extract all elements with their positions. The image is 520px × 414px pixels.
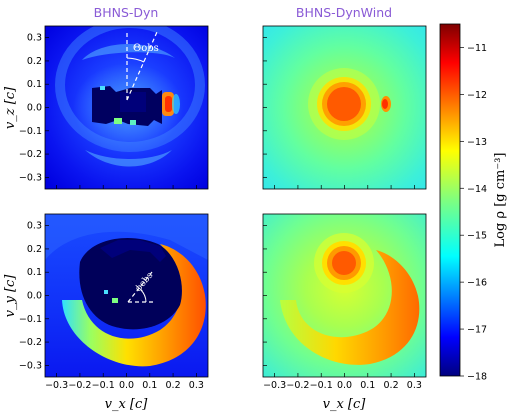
- x-tick-label: 0.1: [360, 380, 375, 391]
- colorbar-tick-label: −14: [467, 184, 487, 195]
- panel-dynwind-xz: [263, 26, 426, 189]
- ylabel-top: v_z [c]: [3, 86, 18, 129]
- x-tick-label: −0.1: [310, 380, 333, 391]
- y-tick-label: 0.2: [27, 56, 42, 67]
- colorbar-tick-label: −15: [467, 231, 487, 242]
- colorbar-tick-label: −12: [467, 90, 487, 101]
- x-tick-label: 0.3: [407, 380, 422, 391]
- title-dynwind: BHNS-DynWind: [296, 5, 392, 20]
- x-tick-label: 0.2: [384, 380, 399, 391]
- y-tick-label: −0.1: [19, 126, 42, 137]
- xlabel-right: v_x [c]: [323, 397, 367, 412]
- x-tick-label: −0.3: [45, 380, 68, 391]
- y-tick-label: −0.3: [19, 172, 42, 183]
- colorbar-ticks: −11 −12 −13 −14 −15 −16 −17 −18: [460, 43, 487, 383]
- y-tick-label: −0.2: [19, 337, 42, 348]
- x-tick-label: −0.2: [286, 380, 309, 391]
- y-tick-label: 0.2: [27, 244, 42, 255]
- colorbar-tick-label: −11: [467, 43, 487, 54]
- x-tick-label: 0.3: [189, 380, 204, 391]
- x-tick-label: 0.0: [119, 380, 134, 391]
- y-tick-label: 0.0: [27, 103, 42, 114]
- axis-ticks: −0.3−0.2−0.10.00.10.20.3−0.3−0.3−0.2−0.2…: [19, 33, 422, 391]
- y-tick-label: 0.3: [27, 221, 42, 232]
- ylabel-bottom: v_y [c]: [3, 274, 18, 318]
- y-tick-label: 0.3: [27, 33, 42, 44]
- panel-dyn-xy: ϕobs: [45, 214, 208, 377]
- y-tick-label: 0.1: [27, 267, 42, 278]
- colorbar-tick-label: −13: [467, 137, 487, 148]
- x-tick-label: −0.2: [68, 380, 91, 391]
- x-tick-label: 0.2: [166, 380, 181, 391]
- y-tick-label: −0.3: [19, 360, 42, 371]
- colorbar-tick-label: −16: [467, 278, 487, 289]
- theta-obs-annotation: Θobs: [133, 43, 159, 54]
- y-tick-label: −0.2: [19, 149, 42, 160]
- y-tick-label: 0.1: [27, 79, 42, 90]
- x-tick-label: 0.0: [337, 380, 352, 391]
- xlabel-left: v_x [c]: [105, 397, 149, 412]
- panel-dyn-xz: Θobs: [45, 26, 208, 189]
- y-tick-label: 0.0: [27, 291, 42, 302]
- title-dyn: BHNS-Dyn: [94, 5, 159, 20]
- colorbar-tick-label: −17: [467, 325, 487, 336]
- colorbar-label: Log ρ [g cm⁻³]: [493, 153, 508, 248]
- y-tick-label: −0.1: [19, 314, 42, 325]
- x-tick-label: −0.3: [263, 380, 286, 391]
- x-tick-label: 0.1: [142, 380, 157, 391]
- panel-dynwind-xy: [263, 214, 426, 377]
- colorbar-tick-label: −18: [467, 372, 487, 383]
- x-tick-label: −0.1: [92, 380, 115, 391]
- colorbar: [439, 23, 461, 377]
